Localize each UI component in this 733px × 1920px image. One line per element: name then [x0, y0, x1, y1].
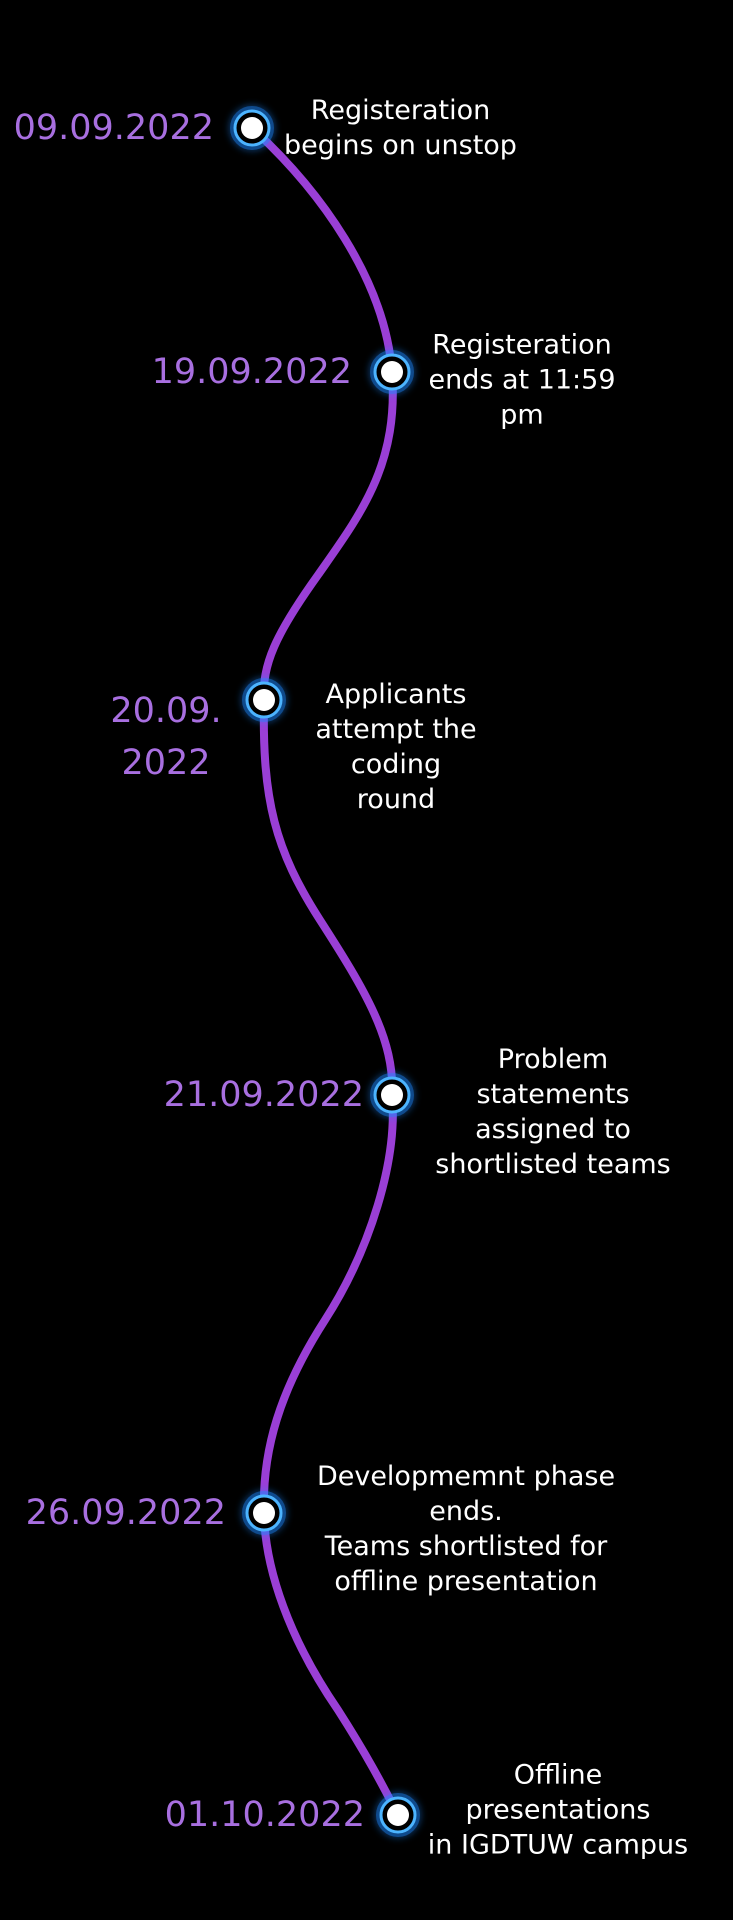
timeline-curve [248, 124, 402, 1819]
event-description: Problem statements assigned to shortlist… [435, 1044, 671, 1180]
event-date: 20.09. 2022 [110, 691, 222, 783]
timeline-node [376, 1793, 420, 1837]
timeline-node [370, 1073, 414, 1117]
event-description: Offline presentations in IGDTUW campus [427, 1759, 689, 1861]
event-date: 21.09.2022 [163, 1075, 364, 1115]
event-description: Applicants attempt the coding round [315, 679, 477, 815]
event-date: 26.09.2022 [25, 1493, 226, 1533]
timeline-node [242, 1491, 286, 1535]
event-description: Developmemnt phase ends. Teams shortlist… [316, 1461, 616, 1597]
timeline-node [242, 678, 286, 722]
timeline-node [370, 350, 414, 394]
event-description: Registeration ends at 11:59 pm [428, 329, 616, 431]
event-date: 09.09.2022 [13, 108, 214, 148]
timeline-node [230, 106, 274, 150]
event-date: 19.09.2022 [151, 352, 352, 392]
event-description: Registeration begins on unstop [284, 95, 517, 161]
event-date: 01.10.2022 [164, 1795, 365, 1835]
